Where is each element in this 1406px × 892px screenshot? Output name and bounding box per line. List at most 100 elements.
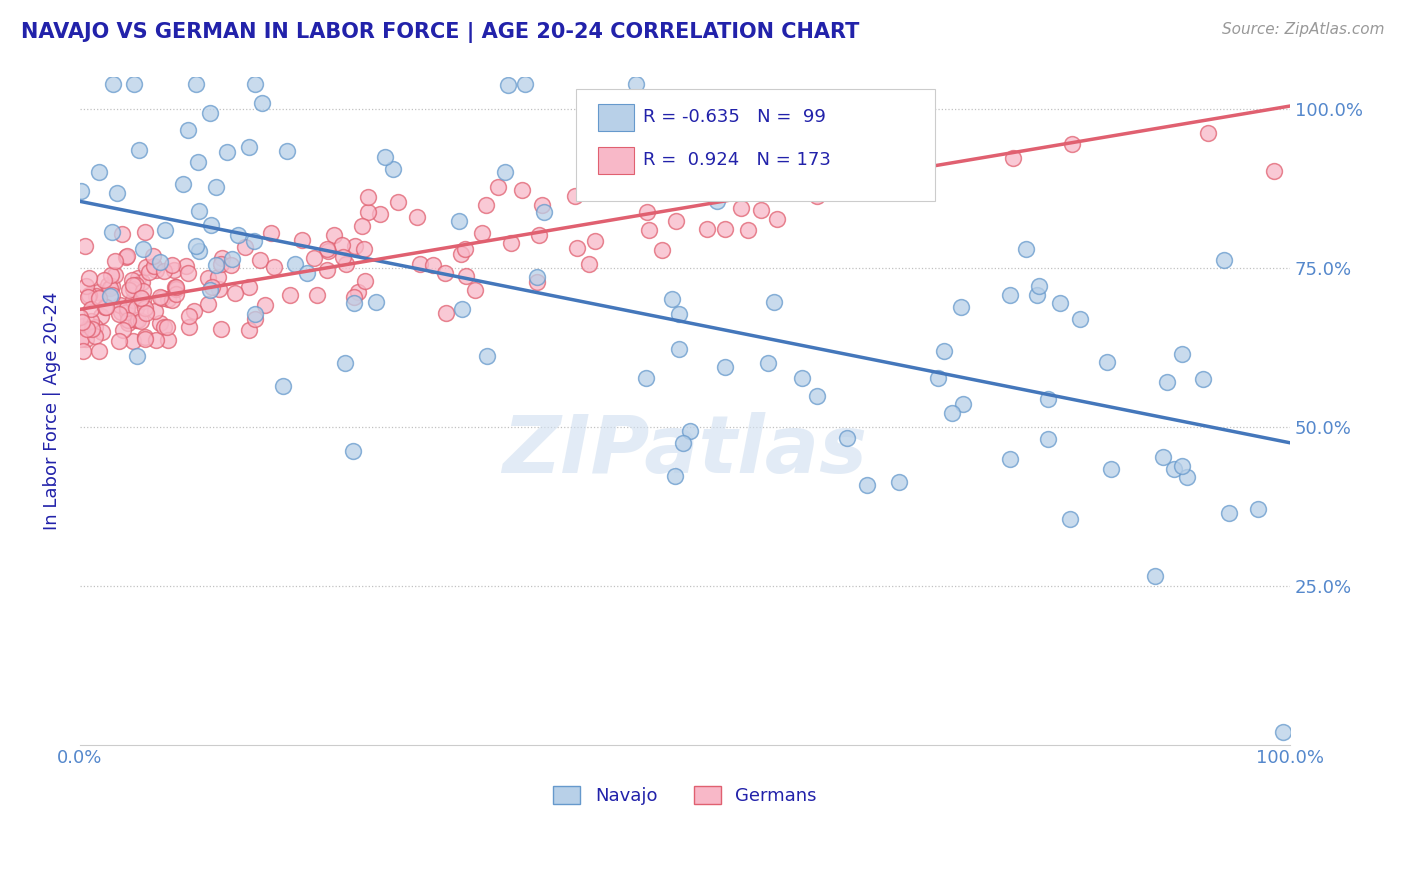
- Point: [706, 161, 728, 176]
- Point: [651, 244, 673, 258]
- Point: [1059, 512, 1081, 526]
- Point: [152, 319, 174, 334]
- Point: [564, 189, 586, 203]
- Point: [1163, 462, 1185, 476]
- Point: [664, 469, 686, 483]
- Point: [357, 205, 380, 219]
- Point: [105, 186, 128, 200]
- Point: [84, 289, 107, 303]
- Point: [533, 204, 555, 219]
- Point: [315, 263, 337, 277]
- Point: [696, 222, 718, 236]
- Point: [93, 273, 115, 287]
- Point: [152, 291, 174, 305]
- Point: [368, 206, 391, 220]
- Point: [80, 302, 103, 317]
- Point: [762, 295, 785, 310]
- Point: [125, 313, 148, 327]
- Point: [138, 265, 160, 279]
- Point: [174, 260, 197, 274]
- Point: [70, 184, 93, 198]
- Text: R =  0.924   N = 173: R = 0.924 N = 173: [643, 151, 831, 169]
- Point: [316, 242, 339, 256]
- Point: [347, 285, 370, 300]
- Point: [856, 478, 879, 492]
- Point: [1060, 137, 1083, 152]
- Point: [714, 222, 737, 236]
- Point: [464, 283, 486, 297]
- Point: [70, 315, 93, 329]
- Point: [291, 233, 314, 247]
- Text: NAVAJO VS GERMAN IN LABOR FORCE | AGE 20-24 CORRELATION CHART: NAVAJO VS GERMAN IN LABOR FORCE | AGE 20…: [21, 22, 859, 44]
- Point: [104, 254, 127, 268]
- Point: [578, 257, 600, 271]
- Point: [950, 301, 973, 315]
- Point: [526, 275, 548, 289]
- Point: [89, 164, 111, 178]
- Point: [114, 250, 136, 264]
- Point: [471, 226, 494, 240]
- Point: [70, 331, 93, 345]
- Point: [143, 304, 166, 318]
- Point: [530, 198, 553, 212]
- Point: [134, 225, 156, 239]
- Point: [127, 313, 149, 327]
- Point: [302, 252, 325, 266]
- Point: [235, 239, 257, 253]
- Point: [344, 239, 367, 253]
- Text: R = -0.635   N =  99: R = -0.635 N = 99: [643, 108, 825, 126]
- Point: [77, 270, 100, 285]
- Point: [188, 203, 211, 218]
- Point: [583, 234, 606, 248]
- Point: [332, 250, 354, 264]
- Point: [165, 279, 187, 293]
- Point: [673, 93, 696, 107]
- Point: [374, 150, 396, 164]
- Point: [1197, 126, 1219, 140]
- Point: [624, 77, 647, 91]
- Point: [834, 159, 856, 173]
- Point: [121, 282, 143, 296]
- Point: [450, 301, 472, 316]
- Point: [474, 197, 496, 211]
- Point: [177, 309, 200, 323]
- Point: [131, 275, 153, 289]
- Point: [454, 242, 477, 256]
- Point: [132, 242, 155, 256]
- Point: [901, 178, 924, 192]
- Point: [316, 244, 339, 258]
- Point: [998, 451, 1021, 466]
- Point: [1036, 433, 1059, 447]
- Point: [527, 227, 550, 242]
- Point: [108, 334, 131, 349]
- Point: [111, 227, 134, 242]
- Point: [83, 319, 105, 334]
- Point: [284, 257, 307, 271]
- Text: ZIPatlas: ZIPatlas: [502, 412, 868, 490]
- Point: [94, 300, 117, 314]
- Point: [207, 269, 229, 284]
- Point: [638, 223, 661, 237]
- Point: [295, 266, 318, 280]
- Point: [76, 290, 98, 304]
- Point: [1192, 372, 1215, 386]
- Point: [186, 77, 208, 91]
- Point: [149, 290, 172, 304]
- Point: [636, 370, 658, 384]
- Point: [149, 255, 172, 269]
- Point: [197, 297, 219, 311]
- Point: [101, 225, 124, 239]
- Point: [134, 330, 156, 344]
- Point: [1069, 312, 1091, 326]
- Point: [434, 305, 457, 319]
- Point: [278, 287, 301, 301]
- Point: [409, 257, 432, 271]
- Point: [226, 227, 249, 242]
- Point: [134, 301, 156, 315]
- Point: [665, 214, 688, 228]
- Point: [486, 179, 509, 194]
- Point: [250, 96, 273, 111]
- Point: [80, 322, 103, 336]
- Point: [565, 240, 588, 254]
- Point: [122, 293, 145, 307]
